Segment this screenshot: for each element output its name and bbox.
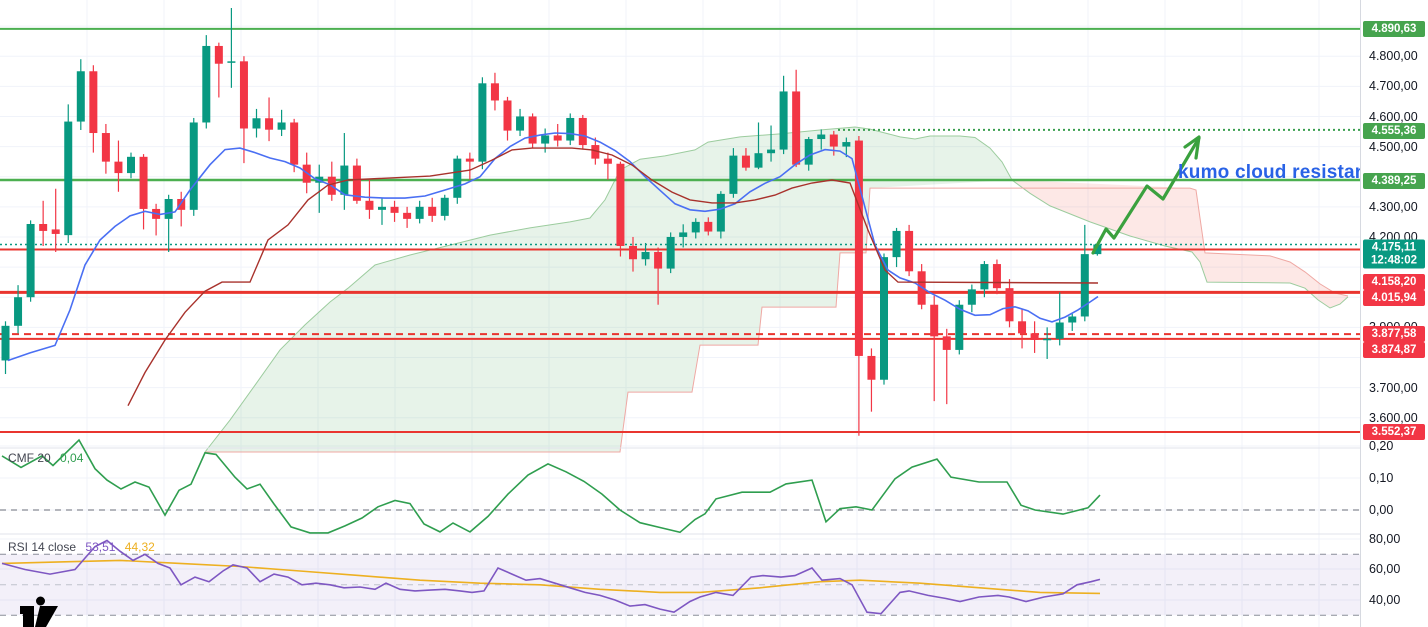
price-tag-timestamp: 12:48:02: [1370, 254, 1418, 266]
trend-arrow-drawing[interactable]: [1091, 135, 1201, 255]
rsi-ma-value: 44,32: [124, 540, 155, 554]
price-tag: 4.890,63: [1363, 21, 1425, 37]
axis-label: 4.800,00: [1369, 49, 1418, 63]
cmf-value: 0,04: [60, 451, 84, 465]
axis-label: 3.600,00: [1369, 411, 1418, 425]
kumo-cloud-resistance-annotation[interactable]: kumo cloud resistance: [1178, 162, 1389, 183]
axis-label: 4.700,00: [1369, 79, 1418, 93]
rsi-indicator-label[interactable]: RSI 14 close 53,51 44,32: [8, 540, 155, 554]
price-tag: 4.555,36: [1363, 123, 1425, 139]
price-tag: 4.015,94: [1363, 290, 1425, 306]
price-tag: 4.389,25: [1363, 173, 1425, 189]
axis-label: 80,00: [1369, 532, 1401, 546]
rsi-title: RSI 14 close: [8, 540, 77, 554]
axis-label: 0,00: [1369, 503, 1394, 517]
cmf-title: CMF 20: [8, 451, 51, 465]
axis-label: 4.500,00: [1369, 140, 1418, 154]
axis-label: 4.600,00: [1369, 110, 1418, 124]
price-tag: 3.552,37: [1363, 424, 1425, 440]
price-tag: 4.158,20: [1363, 274, 1425, 290]
tradingview-logo[interactable]: [20, 594, 76, 627]
rsi-value: 53,51: [85, 540, 116, 554]
axis-label: 4.300,00: [1369, 200, 1418, 214]
price-axis[interactable]: 4.800,00 4.700,00 4.600,00 4.500,00 4.300,00…: [1360, 0, 1428, 627]
cmf-indicator-label[interactable]: CMF 20 0,04: [8, 451, 83, 465]
price-tag: 3.877,58: [1363, 326, 1425, 342]
axis-label: 0,10: [1369, 471, 1394, 485]
axis-label: 60,00: [1369, 562, 1401, 576]
price-tag: 3.874,87: [1363, 342, 1425, 358]
price-tag: 4.175,11 12:48:02: [1363, 239, 1425, 269]
axis-label: 40,00: [1369, 593, 1401, 607]
axis-label: 3.700,00: [1369, 381, 1418, 395]
axis-label: 0,20: [1369, 439, 1394, 453]
